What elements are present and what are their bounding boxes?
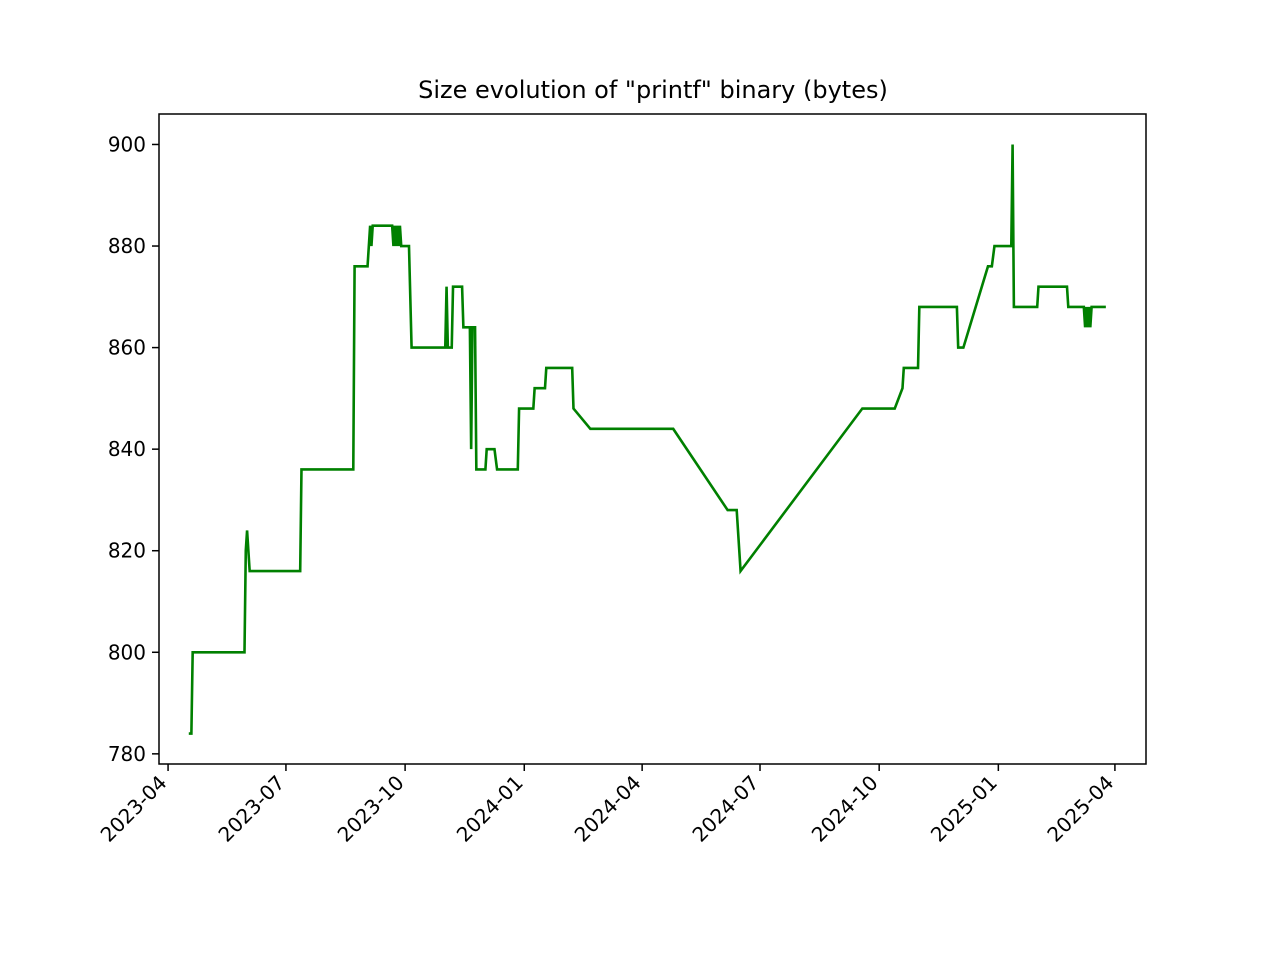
y-tick-label: 800 bbox=[108, 640, 146, 664]
y-tick-label: 900 bbox=[108, 132, 146, 156]
axes-frame bbox=[158, 113, 1147, 765]
y-tick-label: 780 bbox=[108, 742, 146, 766]
y-tick-label: 840 bbox=[108, 437, 146, 461]
plot-area bbox=[188, 144, 1106, 735]
y-tick-label: 820 bbox=[108, 539, 146, 563]
chart-title: Size evolution of "printf" binary (bytes… bbox=[418, 76, 888, 104]
y-axis: 780 800 820 840 860 880 900 bbox=[108, 132, 159, 766]
series-line bbox=[188, 144, 1106, 735]
y-tick-label: 860 bbox=[108, 336, 146, 360]
y-tick-label: 880 bbox=[108, 234, 146, 258]
